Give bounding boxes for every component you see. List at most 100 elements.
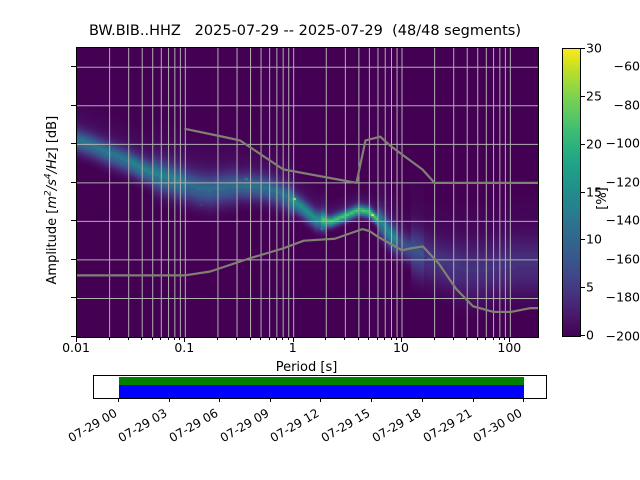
page-title: BW.BIB..HHZ 2025-07-29 -- 2025-07-29 (48… (89, 23, 521, 39)
x-tick-mark (216, 337, 218, 340)
x-tick-mark (151, 337, 153, 340)
y-tick-label: −80 (613, 97, 640, 113)
colorbar-tick-mark (580, 143, 585, 145)
y-tick-label: −140 (605, 212, 640, 228)
x-tick-mark (268, 337, 270, 340)
x-tick-label: 0.01 (62, 340, 90, 355)
y-tick-mark (71, 143, 76, 145)
x-tick-mark (127, 337, 129, 340)
x-tick-mark (184, 337, 186, 342)
x-tick-mark (401, 337, 402, 342)
x-tick-mark (509, 337, 511, 342)
colorbar-tick-mark (580, 48, 585, 49)
x-tick-mark (282, 337, 284, 340)
y-tick-mark (71, 104, 76, 106)
x-tick-mark (160, 337, 162, 340)
colorbar-tick-label: 0 (586, 327, 594, 343)
x-tick-mark (167, 337, 169, 340)
x-tick-mark (498, 337, 500, 340)
y-axis-label-pre: Amplitude [ (45, 208, 61, 285)
y-tick-label: −180 (605, 289, 640, 305)
x-tick-mark (108, 337, 110, 340)
y-tick-mark (71, 220, 76, 222)
timeline-tick-label: 07-29 21 (420, 405, 475, 446)
y-axis-label: Amplitude [m2/s4/Hz] [dB] (44, 55, 60, 345)
x-tick-mark (504, 337, 506, 340)
x-tick-mark (249, 337, 251, 340)
y-tick-mark (71, 181, 76, 183)
x-tick-mark (390, 337, 392, 340)
colorbar-tick-label: 10 (586, 231, 602, 247)
x-tick-mark (476, 337, 478, 340)
timeline-tick-label: 07-29 03 (116, 405, 170, 446)
colorbar-tick-label: 15 (586, 184, 602, 199)
x-tick-label: 0.1 (174, 340, 195, 355)
x-tick-mark (377, 337, 378, 340)
colorbar-tick-mark (580, 191, 585, 193)
x-tick-mark (357, 337, 359, 340)
x-tick-mark (76, 337, 77, 342)
timeline-tick-mark (219, 398, 221, 402)
colorbar-tick-mark (580, 239, 585, 241)
x-tick-mark (275, 337, 277, 340)
plot-gridlines (77, 48, 538, 337)
x-tick-mark (433, 337, 435, 340)
timeline-tick-label: 07-29 00 (65, 405, 120, 446)
colorbar-tick-label: 5 (586, 279, 594, 295)
y-tick-mark (71, 258, 76, 260)
timeline-tick-label: 07-29 15 (319, 405, 373, 446)
x-tick-label: 100 (497, 340, 522, 355)
colorbar-tick-mark (580, 95, 585, 97)
x-tick-mark (384, 337, 386, 340)
colorbar[interactable] (562, 48, 581, 337)
x-tick-mark (287, 337, 289, 340)
y-tick-label: −100 (605, 135, 640, 151)
colorbar-tick-label: 20 (586, 136, 602, 152)
colorbar-tick-mark (580, 287, 585, 289)
timeline-tick-label: 07-29 12 (268, 405, 322, 446)
y-tick-mark (71, 336, 76, 337)
x-tick-mark (173, 337, 175, 340)
x-tick-mark (344, 337, 346, 340)
y-tick-mark (71, 66, 76, 68)
x-tick-label: 10 (393, 340, 409, 355)
timeline-tick-mark (320, 398, 322, 402)
x-tick-label: 1 (288, 340, 297, 355)
y-tick-label: −120 (605, 174, 640, 190)
x-tick-mark (452, 337, 454, 340)
y-tick-label: −160 (605, 251, 640, 267)
timeline-tick-mark (371, 398, 373, 402)
timeline-tick-mark (523, 398, 525, 402)
timeline-tick-mark (422, 398, 424, 402)
x-tick-mark (325, 337, 327, 340)
x-tick-mark (396, 337, 398, 340)
ppsd-plot-area[interactable] (76, 47, 539, 338)
data-coverage-timeline[interactable] (93, 375, 547, 399)
x-tick-mark (466, 337, 468, 340)
x-tick-mark (179, 337, 181, 340)
timeline-tick-label: 07-29 18 (369, 405, 424, 446)
x-axis-label: Period [s] (275, 360, 338, 375)
y-tick-mark (71, 297, 76, 299)
timeline-tick-label: 07-29 06 (166, 405, 221, 446)
x-tick-mark (141, 337, 143, 340)
y-axis-label-post: ] [dB] (45, 115, 61, 153)
x-tick-mark (292, 337, 294, 342)
x-tick-mark (260, 337, 262, 340)
timeline-tick-mark (117, 398, 119, 402)
noise-model-curves (77, 127, 538, 314)
ppsd-histogram (77, 48, 538, 337)
colorbar-unit-label: [%] (594, 187, 610, 210)
coverage-bar-green (118, 377, 525, 385)
y-axis-label-math: m2/s4/Hz (43, 152, 61, 209)
y-tick-label: −60 (613, 58, 640, 74)
x-tick-mark (492, 337, 494, 340)
colorbar-tick-label: 25 (586, 88, 602, 104)
colorbar-tick-mark (580, 335, 585, 336)
timeline-tick-label: 07-30 00 (471, 405, 525, 446)
y-axis: Amplitude [m2/s4/Hz] [dB] (0, 0, 70, 480)
colorbar-tick-label: 30 (586, 40, 602, 56)
x-tick-mark (368, 337, 370, 340)
y-tick-label: −200 (605, 328, 640, 344)
x-tick-mark (236, 337, 237, 340)
